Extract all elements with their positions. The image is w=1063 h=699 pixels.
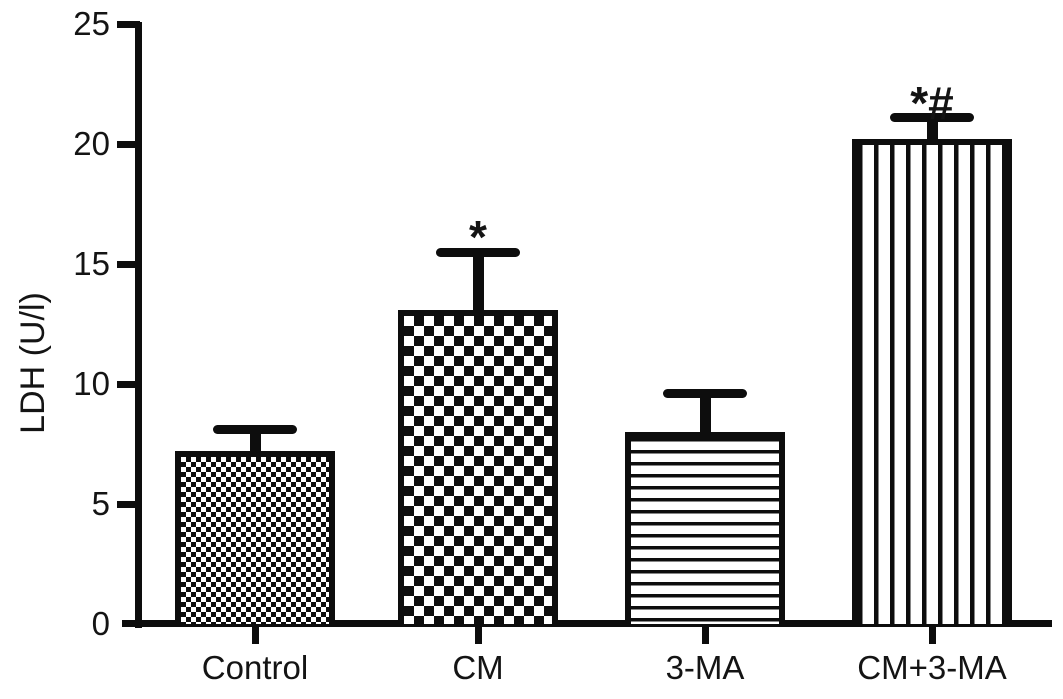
error-bar-stem [249, 429, 261, 459]
x-axis-category-label: CM+3-MA [857, 649, 1007, 686]
significance-marker: * [469, 211, 487, 263]
y-tick-mark [117, 500, 140, 508]
y-tick-label: 0 [91, 605, 110, 642]
x-axis-category-label: Control [201, 649, 309, 686]
error-bar-stem [699, 393, 711, 439]
x-tick-mark [474, 627, 482, 644]
error-bar-cap [213, 425, 297, 435]
x-axis-category-label: 3-MA [665, 649, 745, 686]
error-bar-cap [436, 247, 520, 257]
y-tick-mark [117, 20, 140, 28]
y-tick-label: 15 [73, 245, 110, 282]
y-tick-mark [117, 140, 140, 148]
y-tick-label: 20 [73, 125, 110, 162]
x-axis-line [122, 620, 1052, 627]
x-tick-mark [928, 627, 936, 644]
bar-control [175, 451, 335, 624]
bar-3-ma [625, 432, 785, 624]
x-tick-mark [251, 627, 259, 644]
y-tick-mark [117, 380, 140, 388]
y-tick-label: 5 [91, 485, 110, 522]
y-tick-label: 25 [73, 5, 110, 42]
bar-cm [398, 309, 558, 624]
y-axis-line [135, 22, 142, 628]
bar-cm-3-ma [852, 139, 1012, 624]
error-bar-stem [926, 117, 938, 147]
error-bar-stem [472, 252, 484, 317]
significance-marker: *# [910, 76, 954, 129]
error-bar-cap [663, 389, 747, 399]
y-tick-mark [117, 260, 140, 268]
x-axis-category-label: CM [452, 649, 504, 686]
error-bar-cap [890, 113, 974, 123]
y-tick-label: 10 [73, 365, 110, 402]
x-tick-mark [701, 627, 709, 644]
